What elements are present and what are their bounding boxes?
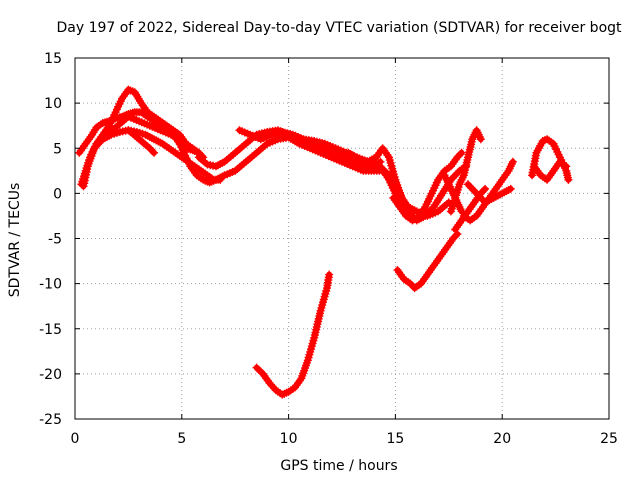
y-tick-label: -15 <box>39 322 62 338</box>
series-arc-9 <box>389 148 466 225</box>
chart-title: Day 197 of 2022, Sidereal Day-to-day VTE… <box>56 20 622 36</box>
series-arc-18 <box>252 270 334 399</box>
series-arc-17 <box>530 157 571 184</box>
data-point <box>91 142 100 151</box>
data-point <box>465 182 474 191</box>
data-point <box>325 270 334 279</box>
data-point <box>476 135 485 144</box>
data-point <box>477 194 486 203</box>
y-tick-label: 15 <box>44 51 62 67</box>
y-tick-label: -25 <box>39 412 62 428</box>
data-point <box>457 148 466 157</box>
y-tick-label: -5 <box>48 232 62 248</box>
data-point <box>424 208 433 217</box>
plot-area <box>75 85 573 399</box>
data-point <box>479 186 488 195</box>
data-point <box>470 187 479 196</box>
series-arc-13 <box>451 184 490 234</box>
series-arc-11 <box>446 126 485 216</box>
y-tick-label: 0 <box>53 186 62 202</box>
data-point <box>450 172 459 181</box>
data-point <box>426 206 435 215</box>
data-point <box>472 189 481 198</box>
data-point <box>148 147 157 156</box>
data-point <box>476 193 484 201</box>
grid <box>75 58 609 419</box>
x-tick-label: 15 <box>386 431 404 447</box>
data-point <box>93 140 102 149</box>
data-point <box>448 174 457 182</box>
data-point <box>452 170 461 179</box>
data-point <box>90 144 99 153</box>
data-point <box>469 185 478 194</box>
data-point <box>150 148 159 157</box>
y-tick-label: 10 <box>44 96 62 112</box>
data-point <box>467 184 476 192</box>
x-axis-label: GPS time / hours <box>280 458 397 474</box>
y-tick-label: -20 <box>39 367 62 383</box>
x-tick-label: 20 <box>493 431 511 447</box>
series-arc-3 <box>79 126 225 191</box>
y-tick-label: -10 <box>39 277 62 293</box>
data-point <box>456 150 465 159</box>
x-tick-label: 10 <box>280 431 298 447</box>
y-tick-label: 5 <box>53 141 62 157</box>
series-arc-15 <box>464 180 515 207</box>
series-arc-5 <box>124 126 159 157</box>
x-tick-label: 25 <box>600 431 618 447</box>
data-point <box>508 157 517 166</box>
data-point <box>564 175 573 184</box>
x-tick-label: 5 <box>177 431 186 447</box>
data-point <box>562 162 571 171</box>
axis-ticks: 0 5 10 15 20 25 -25 -20 -15 -10 -5 0 5 10 15 <box>39 51 618 447</box>
series-arc-12 <box>393 229 462 293</box>
y-axis-label: SDTVAR / TECUs <box>7 183 23 298</box>
data-point <box>506 184 515 193</box>
x-tick-label: 0 <box>71 431 80 447</box>
data-point <box>95 138 104 147</box>
data-point <box>474 191 483 200</box>
data-point <box>464 180 472 189</box>
data-point <box>481 184 490 193</box>
